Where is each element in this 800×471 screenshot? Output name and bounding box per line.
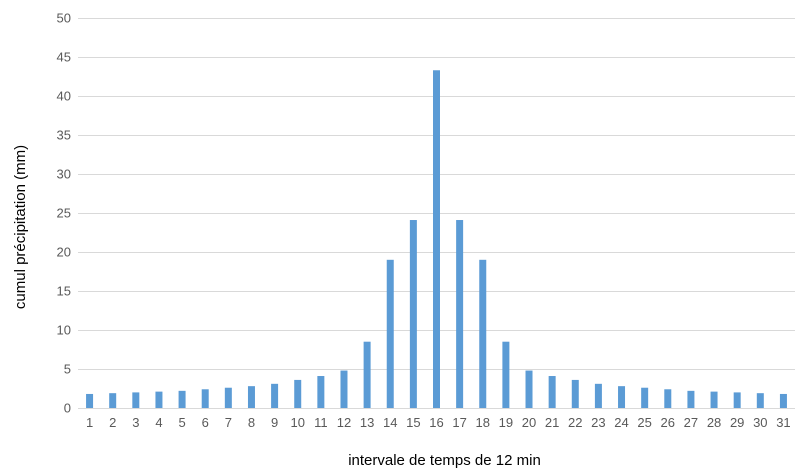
bar-4: [155, 391, 163, 408]
bar-3: [132, 392, 140, 408]
bar-18: [479, 259, 487, 408]
x-tick-label: 8: [248, 415, 255, 430]
bar-7: [224, 387, 232, 408]
x-tick-label: 15: [406, 415, 420, 430]
x-tick-label: 6: [202, 415, 209, 430]
bar-24: [618, 386, 626, 408]
x-tick-label: 7: [225, 415, 232, 430]
bar-15: [409, 220, 417, 408]
y-tick-label: 5: [64, 362, 71, 377]
bars: [86, 70, 787, 408]
y-tick-label: 10: [57, 323, 71, 338]
x-tick-label: 25: [637, 415, 651, 430]
bar-20: [525, 370, 533, 408]
y-tick-label: 50: [57, 11, 71, 26]
bar-10: [294, 379, 302, 408]
x-tick-label: 9: [271, 415, 278, 430]
x-axis-title: intervale de temps de 12 min: [348, 452, 541, 469]
bar-31: [779, 393, 787, 408]
bar-30: [756, 393, 764, 408]
x-tick-label: 29: [730, 415, 744, 430]
y-tick-label: 35: [57, 128, 71, 143]
y-tick-label: 0: [64, 401, 71, 416]
bar-8: [247, 386, 255, 408]
x-tick-label: 13: [360, 415, 374, 430]
bar-1: [86, 393, 94, 408]
y-axis-ticks: 0 5 10 15 20 25 30 35 40 45 50: [57, 11, 71, 416]
bar-23: [594, 383, 602, 408]
bar-14: [386, 259, 394, 408]
bar-25: [641, 387, 649, 408]
bar-12: [340, 370, 348, 408]
y-tick-label: 15: [57, 284, 71, 299]
x-tick-label: 16: [429, 415, 443, 430]
bar-2: [109, 393, 117, 408]
x-tick-label: 12: [337, 415, 351, 430]
x-tick-label: 10: [290, 415, 304, 430]
x-tick-label: 26: [661, 415, 675, 430]
y-axis-title: cumul précipitation (mm): [12, 145, 29, 309]
x-tick-label: 17: [452, 415, 466, 430]
x-tick-label: 23: [591, 415, 605, 430]
x-tick-label: 27: [684, 415, 698, 430]
x-tick-label: 11: [314, 415, 328, 430]
y-tick-label: 45: [57, 50, 71, 65]
bar-29: [733, 392, 741, 408]
x-tick-label: 1: [86, 415, 93, 430]
x-tick-label: 31: [776, 415, 790, 430]
y-tick-label: 30: [57, 167, 71, 182]
bar-16: [433, 70, 440, 408]
bar-28: [710, 391, 718, 408]
x-tick-label: 24: [614, 415, 628, 430]
x-tick-label: 3: [132, 415, 139, 430]
x-tick-label: 4: [155, 415, 162, 430]
x-tick-label: 19: [499, 415, 513, 430]
x-tick-label: 30: [753, 415, 767, 430]
bar-11: [317, 376, 325, 408]
x-tick-label: 28: [707, 415, 721, 430]
bar-22: [571, 379, 579, 408]
bar-21: [548, 376, 556, 408]
x-tick-label: 14: [383, 415, 397, 430]
bar-26: [664, 389, 672, 408]
bar-6: [201, 389, 209, 408]
y-tick-label: 25: [57, 206, 71, 221]
x-tick-label: 18: [476, 415, 490, 430]
y-tick-label: 40: [57, 89, 71, 104]
x-tick-label: 21: [545, 415, 559, 430]
bar-5: [178, 390, 186, 408]
x-tick-label: 22: [568, 415, 582, 430]
y-tick-label: 20: [57, 245, 71, 260]
x-tick-label: 20: [522, 415, 536, 430]
x-tick-label: 2: [109, 415, 116, 430]
bar-27: [687, 390, 695, 408]
x-tick-label: 5: [178, 415, 185, 430]
x-axis-ticks: 1 2 3 4 5 6 7 8 9 10 11 12 13 14 15 16 17 18 19 20 21 22 23 24 2…: [86, 415, 791, 430]
bar-13: [363, 341, 371, 408]
bar-19: [502, 341, 510, 408]
bar-9: [271, 383, 279, 408]
bar-17: [456, 220, 464, 408]
